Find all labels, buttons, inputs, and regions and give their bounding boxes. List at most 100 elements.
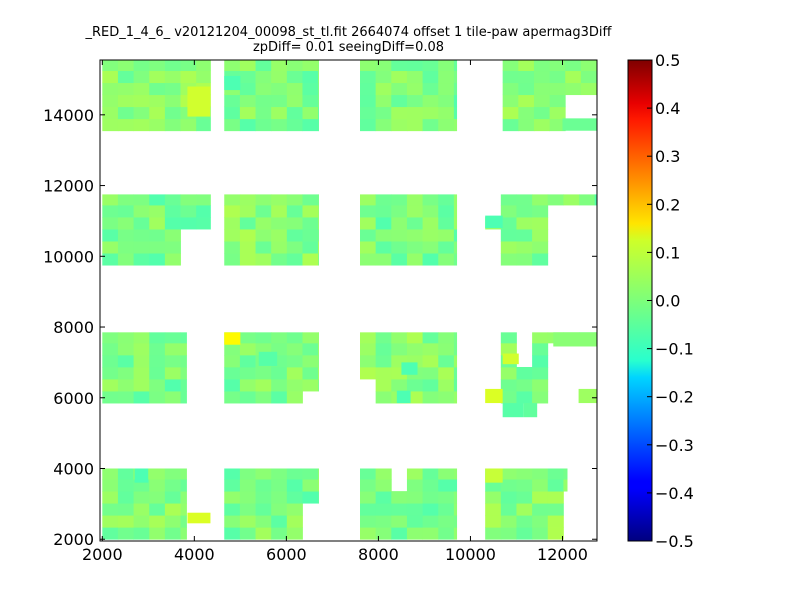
heatmap-cell — [224, 106, 241, 120]
heatmap-cell — [532, 515, 549, 528]
x-tick-label: 4000 — [174, 545, 215, 564]
heatmap-cell — [255, 253, 272, 266]
heatmap-cell — [180, 391, 187, 404]
heatmap-cell — [271, 515, 288, 528]
heatmap-cell — [453, 479, 458, 492]
heatmap-cell — [302, 118, 319, 132]
heatmap-cell — [485, 468, 503, 483]
heatmap-cell — [224, 479, 241, 492]
heatmap-cell — [453, 194, 458, 206]
heatmap-cell — [255, 241, 272, 254]
heatmap-cell — [406, 60, 423, 72]
heatmap-cell — [102, 342, 119, 356]
heatmap-cell — [422, 332, 439, 344]
heatmap-cell — [271, 379, 288, 392]
heatmap-cell — [164, 491, 181, 504]
heatmap-cell — [224, 94, 241, 108]
heatmap-cell — [224, 217, 241, 230]
heatmap-cell — [396, 390, 411, 404]
heatmap-cell — [102, 118, 119, 132]
heatmap-cell — [438, 70, 455, 84]
heatmap-cell — [149, 118, 166, 132]
heatmap-cell — [149, 194, 166, 206]
heatmap-cell — [164, 354, 181, 368]
heatmap-cell — [255, 527, 272, 540]
heatmap-cell — [149, 229, 166, 242]
heatmap-cell — [406, 106, 423, 120]
heatmap-cell — [318, 491, 319, 504]
x-tick-label: 10000 — [445, 545, 496, 564]
heatmap-cell — [500, 342, 517, 356]
heatmap-cell — [453, 217, 458, 230]
heatmap-cell — [102, 354, 119, 368]
heatmap-cell — [302, 82, 319, 96]
heatmap-cell — [563, 194, 580, 206]
heatmap-cell — [149, 527, 166, 540]
heatmap-cell — [239, 491, 256, 504]
heatmap-cell — [239, 60, 256, 72]
heatmap-cell — [134, 468, 149, 483]
heatmap-cell — [563, 468, 568, 480]
heatmap-cell — [549, 60, 566, 72]
heatmap-cell — [318, 60, 319, 72]
heatmap-cell — [516, 229, 533, 242]
heatmap-cell — [286, 468, 303, 480]
heatmap-cell — [516, 253, 533, 266]
heatmap-cell — [532, 194, 549, 206]
heatmap-cell — [164, 94, 181, 108]
heatmap-cell — [271, 253, 288, 266]
heatmap-cell — [360, 70, 377, 84]
heatmap-cell — [102, 106, 119, 120]
heatmap-cell — [271, 194, 288, 206]
heatmap-cell — [391, 332, 408, 344]
heatmap-cell — [180, 366, 187, 380]
heatmap-cell — [117, 468, 134, 480]
heatmap-cell — [422, 366, 439, 380]
heatmap-cell — [453, 468, 458, 480]
heatmap-cell — [438, 60, 455, 72]
heatmap-cell — [286, 82, 303, 96]
heatmap-cell — [406, 332, 423, 344]
heatmap-cell — [318, 354, 319, 368]
heatmap-cell — [485, 388, 503, 404]
heatmap-cell — [453, 205, 458, 218]
heatmap-cell — [500, 253, 517, 266]
heatmap-cell — [532, 379, 549, 392]
heatmap-cell — [255, 60, 272, 72]
heatmap-cell — [485, 503, 502, 516]
heatmap-cell — [239, 342, 256, 356]
heatmap-cell — [133, 527, 150, 540]
heatmap-cell — [547, 468, 564, 480]
heatmap-cell — [500, 515, 517, 528]
heatmap-cell — [164, 479, 181, 492]
heatmap-cell — [360, 106, 377, 120]
heatmap-cell — [453, 491, 458, 504]
heatmap-cell — [164, 503, 181, 516]
heatmap-cell — [164, 205, 181, 218]
heatmap-cell — [375, 253, 392, 266]
heatmap-cell — [547, 491, 564, 504]
y-tick-label: 14000 — [43, 106, 94, 125]
heatmap-cell — [149, 391, 166, 404]
heatmap-cell — [360, 468, 377, 480]
heatmap-cell — [391, 82, 408, 96]
heatmap-cell — [224, 118, 241, 132]
heatmap-cell — [255, 217, 272, 230]
heatmap-cell — [375, 468, 392, 480]
heatmap-cell — [565, 70, 582, 84]
x-tick-label: 6000 — [266, 545, 307, 564]
heatmap-cell — [406, 527, 423, 540]
heatmap-cell — [102, 70, 119, 84]
heatmap-cell — [149, 468, 166, 480]
heatmap-cell — [485, 215, 503, 228]
heatmap-cell — [224, 332, 241, 345]
heatmap-cell — [224, 527, 241, 540]
heatmap-cell — [502, 118, 519, 132]
heatmap-cell — [318, 229, 319, 242]
heatmap-cell — [239, 106, 256, 120]
heatmap-cell — [149, 82, 166, 96]
heatmap-cell — [406, 253, 423, 266]
heatmap-cell — [164, 118, 181, 132]
heatmap-cell — [375, 527, 392, 540]
heatmap-cell — [375, 194, 392, 206]
